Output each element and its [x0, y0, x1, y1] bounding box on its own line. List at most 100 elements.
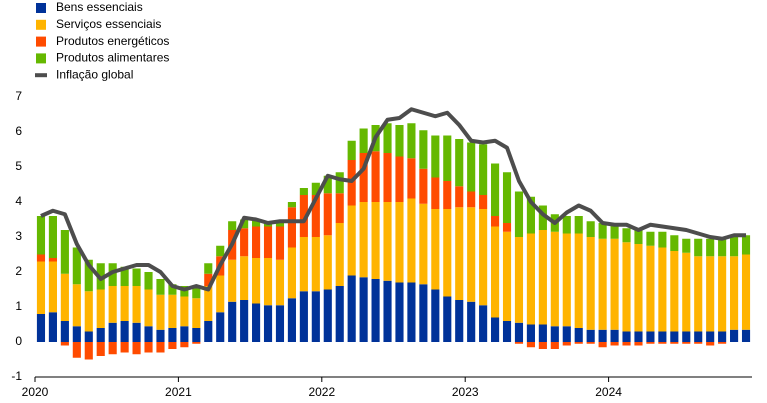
- bar: [502, 321, 512, 342]
- bar: [598, 238, 607, 330]
- bar: [479, 305, 488, 342]
- y-tick-label: 7: [15, 89, 22, 103]
- x-tick-label: 2020: [22, 385, 49, 399]
- bar: [491, 317, 500, 342]
- bar: [299, 237, 308, 292]
- bar: [263, 226, 273, 258]
- bar: [48, 261, 57, 313]
- bar: [263, 258, 273, 306]
- bar: [36, 261, 46, 314]
- bar: [574, 216, 583, 234]
- bar: [574, 342, 583, 344]
- legend-label: Produtos alimentares: [56, 51, 169, 65]
- bar: [538, 205, 547, 230]
- bar: [311, 237, 320, 292]
- bar: [694, 342, 703, 344]
- bar: [323, 289, 332, 342]
- bar: [204, 273, 213, 286]
- bar: [252, 303, 261, 342]
- bar: [287, 298, 296, 342]
- bar: [359, 202, 368, 278]
- bar: [299, 291, 308, 342]
- bar: [156, 342, 165, 353]
- bar: [84, 331, 93, 342]
- bar: [610, 224, 619, 239]
- legend-swatch: [36, 36, 46, 47]
- bar: [479, 195, 488, 209]
- bar: [287, 207, 296, 248]
- y-tick-label: 5: [15, 159, 22, 173]
- bar: [562, 216, 571, 234]
- bar: [347, 140, 356, 160]
- bar: [359, 128, 368, 153]
- bar: [502, 223, 512, 232]
- bar: [84, 259, 93, 292]
- bar: [383, 280, 392, 342]
- bar: [646, 331, 655, 342]
- bar: [395, 282, 404, 342]
- bar: [323, 175, 332, 194]
- bar: [347, 275, 356, 342]
- bar: [335, 286, 344, 342]
- bar: [144, 289, 153, 327]
- bar: [598, 342, 607, 348]
- bar: [371, 202, 380, 279]
- bar: [467, 191, 476, 208]
- bar: [526, 233, 535, 325]
- bar: [741, 235, 751, 255]
- bar: [240, 228, 249, 257]
- bar: [120, 342, 129, 353]
- bar: [335, 223, 344, 286]
- bar: [455, 300, 464, 342]
- y-tick-label: 2: [15, 264, 22, 278]
- bar: [718, 237, 727, 257]
- bar: [694, 256, 703, 332]
- bar: [240, 219, 249, 229]
- bar: [455, 186, 464, 208]
- bar: [60, 230, 69, 274]
- bar: [180, 326, 189, 342]
- bar: [419, 130, 428, 169]
- bar: [538, 342, 547, 349]
- bar: [144, 272, 153, 290]
- legend-swatch: [36, 3, 46, 13]
- bar: [132, 268, 141, 286]
- bar: [383, 202, 392, 281]
- bar: [48, 312, 57, 342]
- bar: [598, 223, 607, 239]
- bar: [730, 329, 739, 342]
- bar: [228, 259, 237, 302]
- bar: [538, 230, 547, 325]
- bar: [706, 331, 715, 342]
- bar: [48, 216, 57, 258]
- x-tick-label: 2021: [165, 385, 192, 399]
- bar: [240, 256, 249, 300]
- bar: [204, 263, 213, 274]
- bar: [359, 153, 368, 202]
- bar: [491, 226, 500, 318]
- bar: [562, 342, 571, 346]
- bar: [84, 342, 93, 360]
- bar: [72, 326, 81, 342]
- bar: [252, 258, 261, 304]
- y-tick-label: 0: [15, 334, 22, 348]
- bar: [347, 205, 356, 276]
- bar: [646, 245, 655, 332]
- bar: [383, 153, 392, 202]
- bar: [36, 314, 46, 342]
- bar: [443, 181, 452, 209]
- bar: [252, 226, 261, 258]
- bar: [216, 245, 225, 257]
- bar: [395, 125, 404, 157]
- bar: [502, 231, 512, 321]
- bar: [192, 342, 201, 344]
- bar: [180, 342, 189, 348]
- bar: [108, 322, 117, 342]
- bar: [120, 286, 129, 321]
- bar: [610, 342, 619, 346]
- legend-swatch: [36, 19, 46, 30]
- y-tick-label: 3: [15, 229, 22, 243]
- bar: [622, 331, 631, 342]
- bar: [467, 142, 476, 192]
- bar: [263, 305, 273, 342]
